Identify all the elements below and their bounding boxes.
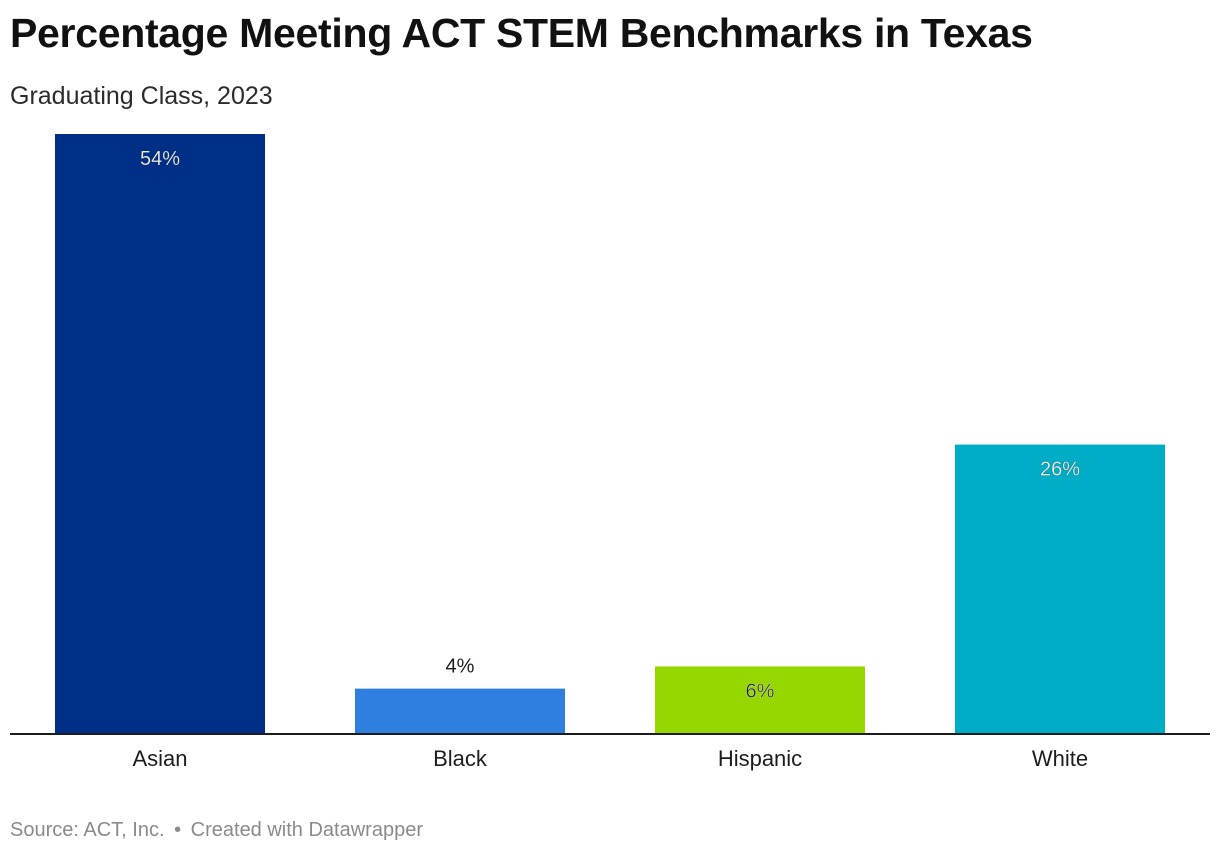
bars-group: 54% 4% 6% 26% <box>55 134 1165 733</box>
bar-black <box>355 688 565 733</box>
chart-title: Percentage Meeting ACT STEM Benchmarks i… <box>10 10 1033 56</box>
source-note: Source: ACT, Inc. • Created with Datawra… <box>10 819 423 842</box>
category-label-black: Black <box>433 746 488 771</box>
bar-asian <box>55 134 265 733</box>
chart-subtitle: Graduating Class, 2023 <box>10 82 273 110</box>
credit-text: Created with Datawrapper <box>190 819 423 841</box>
value-label-white: 26% <box>1040 459 1080 481</box>
bar-chart: 54% 4% 6% 26% Asian Black Hispanic White <box>10 134 1210 771</box>
category-label-asian: Asian <box>132 746 187 771</box>
category-label-white: White <box>1032 746 1088 771</box>
value-label-hispanic: 6% <box>746 680 775 702</box>
category-label-hispanic: Hispanic <box>718 746 802 771</box>
bar-white <box>955 444 1165 733</box>
value-label-black: 4% <box>446 656 475 678</box>
bar-hispanic <box>655 666 865 733</box>
source-separator: • <box>174 819 182 841</box>
category-labels-group: Asian Black Hispanic White <box>132 746 1088 771</box>
source-text: Source: ACT, Inc. <box>10 819 165 841</box>
value-label-asian: 54% <box>140 148 180 170</box>
